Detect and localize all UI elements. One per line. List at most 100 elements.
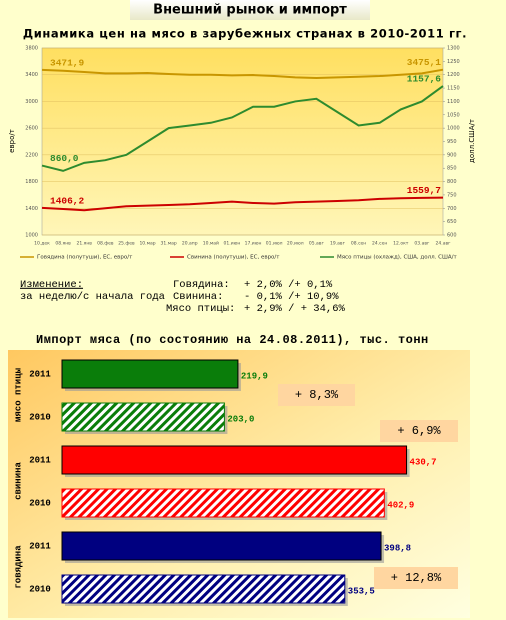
change-label: Мясо птицы: [166,303,235,315]
legend-label: Мясо птицы (охлажд), США, долл. США/т [337,255,457,261]
line-chart-title: Динамика цен на мясо в зарубежных страна… [23,27,467,41]
header-box [130,0,370,20]
x-tick-label: 10.мар [139,241,155,247]
x-tick-label: 10.май [203,240,219,247]
value-label: 1157,6 [407,74,442,85]
y2-tick-label: 900 [447,152,457,158]
x-tick-label: 01.июн [224,241,241,247]
y-tick-label: 1800 [25,179,38,185]
y-tick-label: 1400 [25,206,38,212]
bar [61,531,382,561]
year-label: 2010 [29,584,51,594]
x-tick-label: 01.июл [266,241,283,247]
value-label: 203,0 [227,414,254,424]
y2-tick-label: 800 [447,179,457,185]
y2-tick-label: 700 [447,206,457,212]
series-line [41,85,444,172]
group-label: говядина [13,545,23,589]
value-label: 860,0 [50,153,79,164]
x-tick-label: 25.фев [118,241,135,247]
y2-tick-label: 1200 [447,72,460,78]
year-label: 2010 [29,498,51,508]
x-tick-label: 12.окт [393,241,409,247]
y2-tick-label: 1150 [447,86,460,92]
page-title: Внешний рынок и импорт [153,3,347,18]
series-line [41,68,444,80]
y2-tick-label: 650 [447,219,457,225]
x-tick-label: 20.июл [287,241,304,247]
x-tick-label: 08.янв [55,241,71,247]
bar [61,402,225,432]
x-tick-label: 17.июн [245,241,262,247]
y2-tick-label: 1300 [447,46,460,52]
y-tick-label: 2600 [25,126,38,132]
y2-tick-label: 1100 [447,99,460,105]
x-tick-label: 24.авг [436,241,452,247]
change-value: + 2,0% /+ 0,1% [244,279,333,291]
x-tick-label: 24.сен [372,241,387,247]
change-box [374,567,458,589]
year-label: 2011 [29,369,51,379]
change-value: - 0,1% /+ 10,9% [244,291,339,303]
changes-block: Изменение: за неделю/с начала года Говяд… [20,279,346,315]
group-label: свинина [13,462,23,500]
value-label: 1406,2 [50,195,85,206]
change-box [380,420,458,442]
change-annotation: + 6,9% [397,424,441,438]
change-annotation: + 8,3% [295,388,339,402]
y2-tick-label: 1250 [447,59,460,65]
change-value: + 2,9% / + 34,6% [244,303,346,315]
plot-area [41,47,444,236]
value-label: 353,5 [348,586,375,596]
change-label: Говядина: [173,279,230,291]
changes-subtitle: за неделю/с начала года [20,291,165,303]
x-tick-label: 05.авг [309,241,325,247]
x-tick-label: 20.апр [182,241,198,247]
y2-tick-label: 850 [447,166,457,172]
bar-chart-title: Импорт мяса (по состоянию на 24.08.2011)… [36,333,429,347]
year-label: 2011 [29,541,51,551]
y2-tick-label: 1000 [447,126,460,132]
change-annotation: + 12,8% [391,571,442,585]
value-label: 219,9 [241,371,268,381]
y-axis-label: евро/т [8,129,16,153]
y2-tick-label: 750 [447,192,457,198]
bar [61,445,408,475]
y-tick-label: 2200 [25,152,38,158]
bar [61,574,346,604]
value-label: 3471,9 [50,57,85,68]
changes-title: Изменение: [20,279,83,291]
y2-tick-label: 1050 [447,112,460,118]
y2-axis-label: долл.США/т [468,119,476,163]
change-label: Свинина: [173,291,223,303]
group-label: мясо птицы [13,368,23,422]
y-tick-label: 3800 [25,46,38,52]
x-tick-label: 03.авг [414,241,430,247]
y2-tick-label: 600 [447,233,457,239]
x-tick-label: 31.мар [161,241,177,247]
legend-label: Свинина (полутуши), ЕС, евро/т [187,255,280,261]
x-tick-label: 10.дек [34,241,50,247]
x-tick-label: 08.сен [351,241,366,247]
y-tick-label: 3400 [25,72,38,78]
year-label: 2011 [29,455,51,465]
value-label: 3475,1 [407,57,442,68]
y-tick-label: 3000 [25,99,38,105]
value-label: 430,7 [410,457,437,467]
legend-label: Говядина (полутуши), ЕС, евро/т [37,255,133,261]
year-label: 2010 [29,412,51,422]
value-label: 1559,7 [407,185,442,196]
x-tick-label: 08.фев [97,241,114,247]
y-tick-label: 1000 [25,233,38,239]
bar [61,359,239,389]
y2-tick-label: 950 [447,139,457,145]
bar [61,488,385,518]
x-tick-label: 19.авг [330,241,346,247]
x-tick-label: 21.янв [76,241,92,247]
series-line [41,196,444,212]
change-box [278,384,355,406]
value-label: 398,8 [384,543,411,553]
value-label: 402,9 [387,500,414,510]
